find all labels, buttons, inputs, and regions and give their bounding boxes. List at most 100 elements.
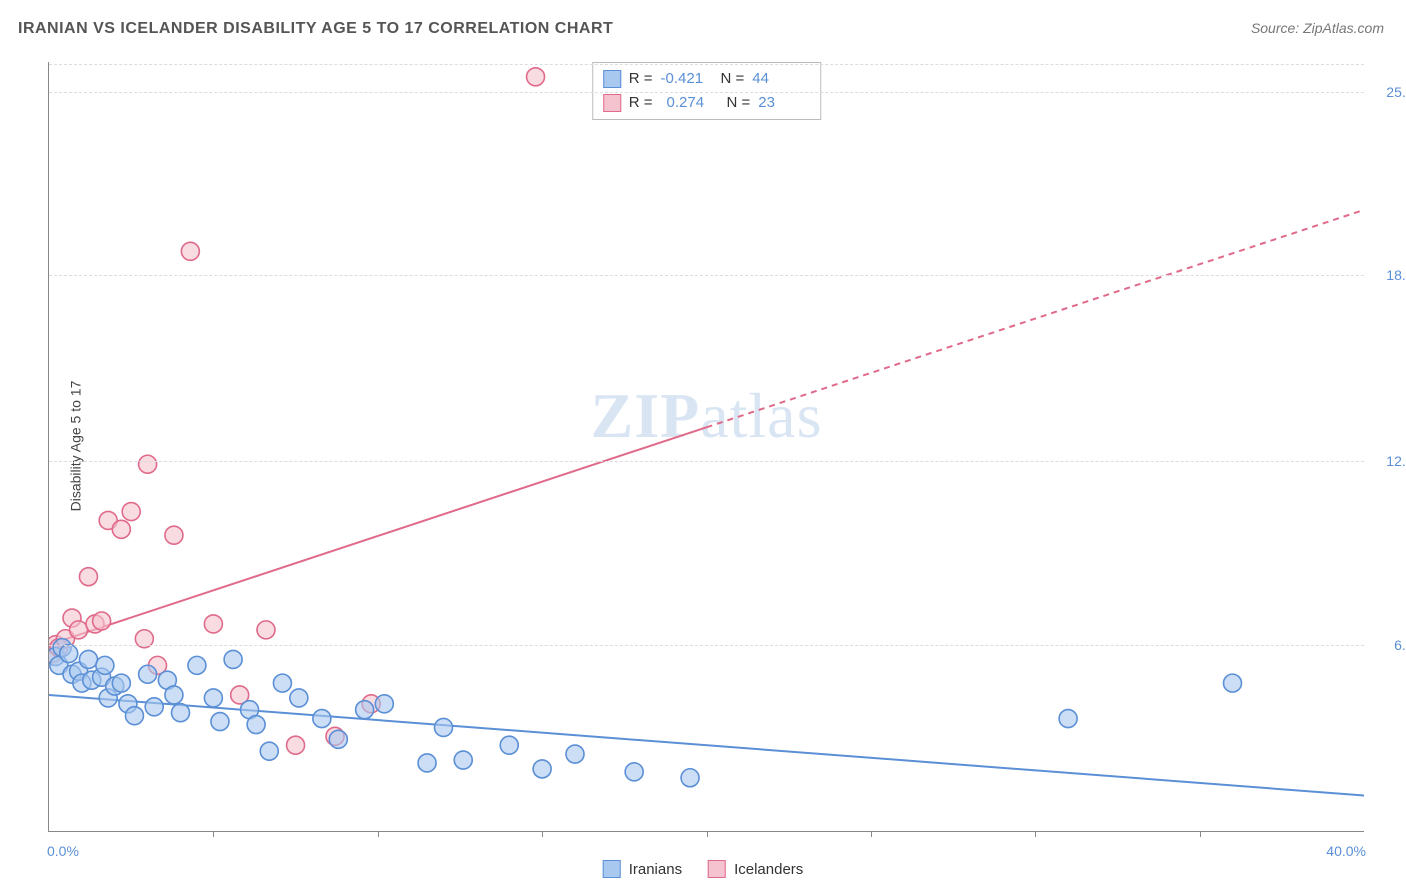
x-tick [1035,831,1036,837]
data-point-icelanders [70,621,88,639]
data-point-iranians [625,763,643,781]
x-tick [213,831,214,837]
swatch-icelanders-bottom [708,860,726,878]
source-value: ZipAtlas.com [1303,20,1384,36]
data-point-iranians [241,701,259,719]
source-attribution: Source: ZipAtlas.com [1251,20,1384,36]
data-point-iranians [188,656,206,674]
data-point-iranians [60,645,78,663]
data-point-iranians [63,665,81,683]
data-point-icelanders [122,503,140,521]
data-point-iranians [99,689,117,707]
x-tick-label-max: 40.0% [1326,843,1366,859]
grid-line [49,275,1364,276]
data-point-iranians [83,671,101,689]
legend-label-icelanders: Icelanders [734,861,803,878]
legend-row-icelanders: R = 0.274 N = 23 [603,91,811,115]
r-value-icelanders: 0.274 [661,91,719,115]
data-point-icelanders [231,686,249,704]
data-point-iranians [125,707,143,725]
data-point-iranians [93,668,111,686]
y-tick-label: 25.0% [1370,84,1406,100]
data-point-icelanders [99,511,117,529]
data-point-iranians [204,689,222,707]
trend-line-icelanders [49,427,707,644]
data-point-iranians [73,674,91,692]
x-tick-label-min: 0.0% [47,843,79,859]
data-point-iranians [435,718,453,736]
data-point-iranians [165,686,183,704]
data-point-icelanders [148,656,166,674]
legend-row-iranians: R = -0.421 N = 44 [603,67,811,91]
data-point-iranians [290,689,308,707]
data-point-iranians [356,701,374,719]
data-point-iranians [172,704,190,722]
data-point-iranians [418,754,436,772]
swatch-iranians [603,70,621,88]
n-label-iranians: N = [721,67,745,91]
watermark: ZIPatlas [591,379,823,453]
data-point-iranians [49,647,65,665]
grid-line [49,92,1364,93]
y-tick-label: 18.8% [1370,267,1406,283]
data-point-iranians [106,677,124,695]
data-point-icelanders [49,645,61,663]
data-point-iranians [224,650,242,668]
data-point-iranians [454,751,472,769]
data-point-icelanders [86,615,104,633]
data-point-icelanders [181,242,199,260]
swatch-icelanders [603,94,621,112]
data-point-icelanders [50,639,68,657]
data-point-icelanders [165,526,183,544]
n-value-iranians: 44 [752,67,804,91]
swatch-iranians-bottom [603,860,621,878]
data-point-icelanders [527,68,545,86]
data-point-iranians [329,730,347,748]
trend-line-icelanders-dashed [707,210,1365,427]
data-point-iranians [53,639,71,657]
data-point-iranians [119,695,137,713]
n-value-icelanders: 23 [758,91,810,115]
data-point-iranians [313,710,331,728]
data-point-icelanders [257,621,275,639]
data-point-iranians [79,650,97,668]
source-label: Source: [1251,20,1303,36]
data-point-iranians [145,698,163,716]
trend-line-iranians [49,695,1364,796]
watermark-zip: ZIP [591,380,701,451]
data-point-iranians [96,656,114,674]
data-point-iranians [1224,674,1242,692]
grid-line [49,645,1364,646]
n-label-icelanders: N = [727,91,751,115]
data-point-iranians [1059,710,1077,728]
data-point-iranians [566,745,584,763]
page-title: IRANIAN VS ICELANDER DISABILITY AGE 5 TO… [18,20,613,38]
data-point-iranians [273,674,291,692]
data-point-icelanders [326,727,344,745]
data-point-iranians [375,695,393,713]
data-point-iranians [112,674,130,692]
data-point-iranians [50,656,68,674]
r-label-icelanders: R = [629,91,653,115]
x-tick [542,831,543,837]
legend-item-icelanders: Icelanders [708,860,803,878]
data-point-icelanders [79,568,97,586]
data-point-iranians [500,736,518,754]
data-point-iranians [139,665,157,683]
legend-series: Iranians Icelanders [603,860,804,878]
r-value-iranians: -0.421 [661,67,713,91]
data-point-icelanders [287,736,305,754]
data-point-iranians [260,742,278,760]
data-point-iranians [533,760,551,778]
data-point-icelanders [362,695,380,713]
data-point-iranians [681,769,699,787]
legend-label-iranians: Iranians [629,861,682,878]
grid-line [49,64,1364,65]
x-tick [871,831,872,837]
data-point-icelanders [112,520,130,538]
y-tick-label: 6.3% [1370,637,1406,653]
legend-item-iranians: Iranians [603,860,682,878]
watermark-atlas: atlas [700,380,822,451]
data-point-icelanders [63,609,81,627]
data-point-iranians [211,713,229,731]
